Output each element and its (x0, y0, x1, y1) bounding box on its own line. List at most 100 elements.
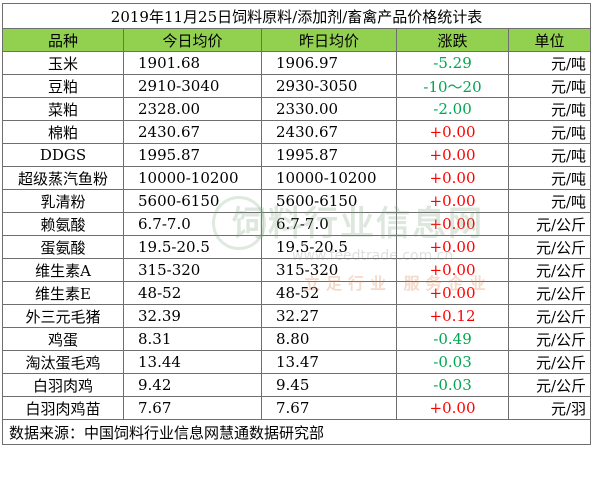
cell-change: +0.00 (396, 166, 509, 190)
cell-variety: 外三元毛猪 (2, 304, 124, 328)
header-today-avg: 今日均价 (123, 28, 262, 52)
cell-yesterday-avg: 1906.97 (261, 51, 397, 75)
cell-unit: 元/吨 (507, 51, 592, 75)
cell-today-avg: 8.31 (123, 327, 262, 351)
cell-today-avg: 10000-10200 (123, 166, 262, 190)
cell-yesterday-avg: 5600-6150 (261, 189, 397, 213)
table-row: 蛋氨酸 19.5-20.5 19.5-20.5 +0.00 元/公斤 (2, 235, 592, 259)
cell-change: -5.29 (396, 51, 509, 75)
cell-today-avg: 1901.68 (123, 51, 262, 75)
table-row: 菜粕 2328.00 2330.00 -2.00 元/吨 (2, 97, 592, 121)
table-row: 赖氨酸 6.7-7.0 6.7-7.0 +0.00 元/公斤 (2, 212, 592, 236)
cell-variety: DDGS (2, 143, 124, 167)
cell-yesterday-avg: 1995.87 (261, 143, 397, 167)
cell-change: -0.03 (396, 350, 509, 374)
table-body: 玉米 1901.68 1906.97 -5.29 元/吨 豆粕 2910-3040 2930-… (2, 51, 592, 420)
cell-change: +0.00 (396, 281, 509, 305)
cell-unit: 元/公斤 (507, 327, 592, 351)
table-title: 2019年11月25日饲料原料/添加剂/畜禽产品价格统计表 (1, 3, 592, 29)
cell-variety: 淘汰蛋毛鸡 (2, 350, 124, 374)
cell-change: -10～20 (396, 74, 509, 98)
table-row: 玉米 1901.68 1906.97 -5.29 元/吨 (2, 51, 592, 75)
cell-change: +0.00 (396, 212, 509, 236)
header-variety: 品种 (2, 28, 124, 52)
cell-unit: 元/吨 (507, 143, 592, 167)
cell-change: +0.00 (396, 235, 509, 259)
cell-variety: 棉粕 (2, 120, 124, 144)
cell-change: -0.49 (396, 327, 509, 351)
cell-variety: 蛋氨酸 (2, 235, 124, 259)
cell-yesterday-avg: 32.27 (261, 304, 397, 328)
cell-unit: 元/公斤 (507, 212, 592, 236)
cell-unit: 元/公斤 (507, 281, 592, 305)
cell-today-avg: 2328.00 (123, 97, 262, 121)
cell-change: -0.03 (396, 373, 509, 397)
cell-yesterday-avg: 8.80 (261, 327, 397, 351)
cell-change: +0.00 (396, 120, 509, 144)
table-row: 棉粕 2430.67 2430.67 +0.00 元/吨 (2, 120, 592, 144)
cell-yesterday-avg: 19.5-20.5 (261, 235, 397, 259)
cell-unit: 元/公斤 (507, 350, 592, 374)
cell-today-avg: 9.42 (123, 373, 262, 397)
table-row: 鸡蛋 8.31 8.80 -0.49 元/公斤 (2, 327, 592, 351)
cell-change: +0.00 (396, 143, 509, 167)
table-row: 维生素A 315-320 315-320 +0.00 元/公斤 (2, 258, 592, 282)
table-row: 乳清粉 5600-6150 5600-6150 +0.00 元/吨 (2, 189, 592, 213)
cell-change: -2.00 (396, 97, 509, 121)
cell-today-avg: 13.44 (123, 350, 262, 374)
cell-today-avg: 315-320 (123, 258, 262, 282)
data-source-note: 数据来源：中国饲料行业信息网慧通数据研究部 (1, 419, 592, 445)
cell-unit: 元/公斤 (507, 373, 592, 397)
cell-today-avg: 7.67 (123, 396, 262, 420)
cell-change: +0.12 (396, 304, 509, 328)
table-row: 维生素E 48-52 48-52 +0.00 元/公斤 (2, 281, 592, 305)
cell-yesterday-avg: 7.67 (261, 396, 397, 420)
cell-unit: 元/公斤 (507, 304, 592, 328)
watermark-logo-icon (212, 196, 266, 250)
table-row: DDGS 1995.87 1995.87 +0.00 元/吨 (2, 143, 592, 167)
cell-variety: 乳清粉 (2, 189, 124, 213)
cell-variety: 维生素A (2, 258, 124, 282)
cell-yesterday-avg: 13.47 (261, 350, 397, 374)
table-row: 白羽肉鸡 9.42 9.45 -0.03 元/公斤 (2, 373, 592, 397)
cell-variety: 维生素E (2, 281, 124, 305)
table-row: 豆粕 2910-3040 2930-3050 -10～20 元/吨 (2, 74, 592, 98)
cell-yesterday-avg: 6.7-7.0 (261, 212, 397, 236)
cell-unit: 元/公斤 (507, 235, 592, 259)
header-row: 品种 今日均价 昨日均价 涨跌 单位 (2, 28, 592, 52)
cell-variety: 菜粕 (2, 97, 124, 121)
cell-variety: 白羽肉鸡 (2, 373, 124, 397)
cell-variety: 赖氨酸 (2, 212, 124, 236)
cell-yesterday-avg: 10000-10200 (261, 166, 397, 190)
cell-variety: 白羽肉鸡苗 (2, 396, 124, 420)
cell-unit: 元/羽 (507, 396, 592, 420)
cell-today-avg: 2910-3040 (123, 74, 262, 98)
cell-yesterday-avg: 9.45 (261, 373, 397, 397)
header-yesterday-avg: 昨日均价 (261, 28, 397, 52)
cell-yesterday-avg: 48-52 (261, 281, 397, 305)
cell-unit: 元/吨 (507, 189, 592, 213)
cell-unit: 元/吨 (507, 74, 592, 98)
cell-variety: 玉米 (2, 51, 124, 75)
cell-unit: 元/吨 (507, 97, 592, 121)
header-change: 涨跌 (396, 28, 509, 52)
cell-today-avg: 2430.67 (123, 120, 262, 144)
cell-yesterday-avg: 315-320 (261, 258, 397, 282)
cell-unit: 元/吨 (507, 120, 592, 144)
table-row: 淘汰蛋毛鸡 13.44 13.47 -0.03 元/公斤 (2, 350, 592, 374)
cell-variety: 豆粕 (2, 74, 124, 98)
cell-change: +0.00 (396, 189, 509, 213)
price-table: 2019年11月25日饲料原料/添加剂/畜禽产品价格统计表 品种 今日均价 昨日… (1, 3, 592, 445)
cell-yesterday-avg: 2330.00 (261, 97, 397, 121)
cell-unit: 元/公斤 (507, 258, 592, 282)
cell-change: +0.00 (396, 396, 509, 420)
cell-unit: 元/吨 (507, 166, 592, 190)
cell-variety: 超级蒸汽鱼粉 (2, 166, 124, 190)
table-row: 超级蒸汽鱼粉 10000-10200 10000-10200 +0.00 元/吨 (2, 166, 592, 190)
table-row: 外三元毛猪 32.39 32.27 +0.12 元/公斤 (2, 304, 592, 328)
header-unit: 单位 (507, 28, 592, 52)
cell-today-avg: 1995.87 (123, 143, 262, 167)
cell-yesterday-avg: 2430.67 (261, 120, 397, 144)
cell-variety: 鸡蛋 (2, 327, 124, 351)
